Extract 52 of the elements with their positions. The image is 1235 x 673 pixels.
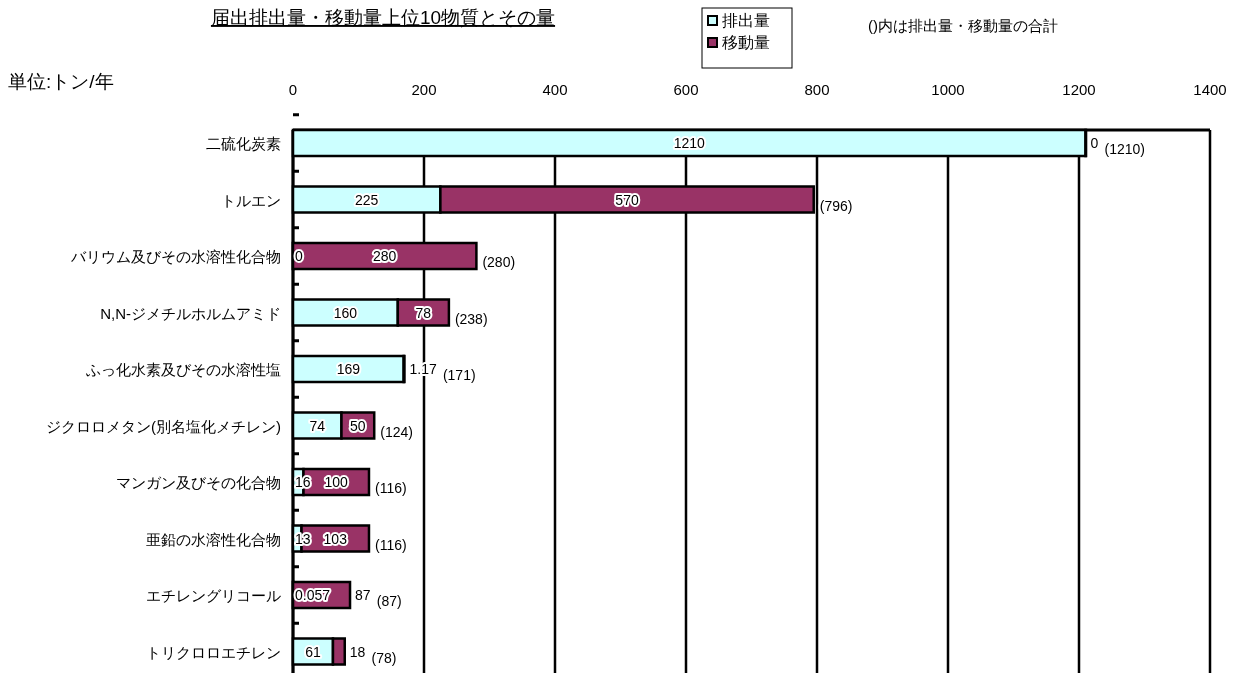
data-label: 103 bbox=[323, 530, 348, 547]
chart-title: 届出排出量・移動量上位10物質とその量 bbox=[210, 7, 556, 28]
y-tick-label: ジクロロメタン(別名塩化メチレン) bbox=[46, 417, 281, 435]
y-tick-label: バリウム及びその水溶性化合物 bbox=[70, 248, 281, 265]
data-label: 100 bbox=[324, 474, 349, 490]
x-tick-label: 200 bbox=[411, 81, 437, 98]
data-label: 74 bbox=[309, 417, 326, 434]
y-tick-label: 亜鉛の水溶性化合物 bbox=[146, 530, 281, 548]
data-label: 78 bbox=[415, 304, 432, 321]
total-label: (116) bbox=[374, 480, 407, 496]
y-tick-label: N,N-ジメチルホルムアミド bbox=[100, 304, 281, 322]
data-label: 50 bbox=[350, 417, 366, 434]
data-label: 16 bbox=[295, 474, 311, 490]
legend-label: 排出量 bbox=[722, 12, 770, 29]
legend-label: 移動量 bbox=[722, 34, 770, 51]
total-label: (1210) bbox=[1104, 141, 1146, 157]
x-tick-label: 1200 bbox=[1062, 81, 1096, 98]
data-label: 570 bbox=[615, 191, 639, 208]
x-tick-label: 1000 bbox=[931, 81, 965, 98]
total-label: (124) bbox=[380, 423, 413, 440]
data-label: 1210 bbox=[673, 135, 706, 151]
data-label: 160 bbox=[333, 304, 358, 321]
y-tick-label: トリクロロエチレン bbox=[146, 643, 281, 661]
data-label: 61 bbox=[305, 643, 321, 660]
x-tick-label: 800 bbox=[804, 81, 830, 98]
data-label: 225 bbox=[355, 191, 379, 208]
x-tick-label: 0 bbox=[288, 81, 298, 98]
y-tick-label: 二硫化炭素 bbox=[206, 135, 281, 152]
total-label: (87) bbox=[376, 593, 402, 609]
total-label: (238) bbox=[454, 310, 488, 327]
y-tick-label: マンガン及びその化合物 bbox=[116, 474, 281, 491]
total-label: (171) bbox=[442, 367, 476, 383]
y-tick-label: トルエン bbox=[221, 191, 281, 209]
data-label: 0 bbox=[1090, 135, 1099, 151]
data-label: 0 bbox=[295, 248, 303, 264]
data-label: 13 bbox=[295, 530, 311, 547]
data-label: 87 bbox=[355, 587, 371, 603]
y-tick-label: エチレングリコール bbox=[146, 587, 281, 604]
data-label: 169 bbox=[336, 361, 361, 377]
x-tick-label: 400 bbox=[542, 81, 568, 98]
total-label: (78) bbox=[371, 649, 397, 666]
data-label: 18 bbox=[349, 643, 366, 660]
x-tick-label: 600 bbox=[673, 81, 699, 98]
total-label: (116) bbox=[374, 536, 407, 553]
y-tick-label: ふっ化水素及びその水溶性塩 bbox=[85, 361, 281, 378]
total-label: (280) bbox=[482, 254, 516, 270]
total-label: (796) bbox=[819, 197, 853, 214]
text: 単位:トン/年 bbox=[8, 71, 114, 92]
data-label: 0.057 bbox=[295, 587, 331, 603]
text: ()内は排出量・移動量の合計 bbox=[868, 17, 1058, 34]
x-tick-label: 1400 bbox=[1193, 81, 1227, 98]
data-label: 280 bbox=[373, 248, 397, 264]
